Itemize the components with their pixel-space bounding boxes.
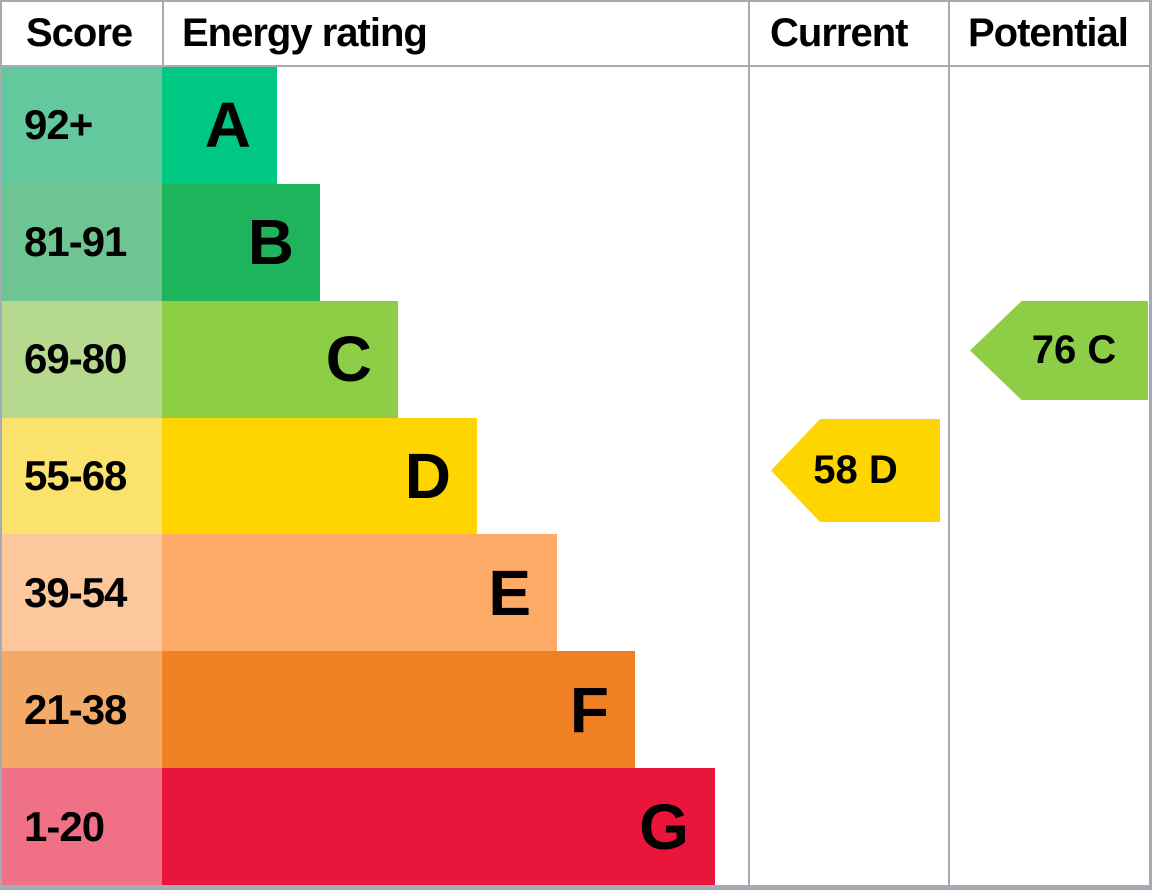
band-bar-d: D: [162, 417, 477, 535]
band-bar-a: A: [162, 67, 277, 184]
column-header-current: Current: [770, 11, 908, 55]
band-row-b: 81-91 B: [2, 183, 1149, 301]
band-score-range-a: 92+: [2, 67, 162, 184]
column-divider-current: [748, 2, 750, 885]
band-letter-e: E: [488, 556, 531, 629]
band-bar-g: G: [162, 768, 715, 885]
band-score-range-f: 21-38: [2, 651, 162, 769]
band-score-range-b: 81-91: [2, 183, 162, 301]
band-score-range-e: 39-54: [2, 534, 162, 652]
rating-bands: 92+ A 81-91 B 69-80 C 55-68 D 39-54 E 21-38 F 1-20 G: [2, 67, 1149, 885]
band-row-f: 21-38 F: [2, 651, 1149, 769]
band-letter-d: D: [404, 440, 451, 512]
table-header-row: Score Energy rating Current Potential: [2, 2, 1149, 67]
band-bar-f: F: [162, 651, 635, 769]
current-rating-label: 58 D: [813, 448, 898, 492]
potential-rating-label: 76 C: [1031, 328, 1117, 372]
band-row-e: 39-54 E: [2, 534, 1149, 652]
band-score-range-d: 55-68: [2, 417, 162, 535]
band-score-range-g: 1-20: [2, 768, 162, 885]
column-header-energy-rating: Energy rating: [182, 11, 428, 55]
band-row-a: 92+ A: [2, 67, 1149, 184]
band-letter-c: C: [325, 323, 372, 396]
band-letter-a: A: [204, 89, 251, 162]
band-score-range-c: 69-80: [2, 300, 162, 418]
column-header-score: Score: [2, 2, 164, 65]
band-bar-c: C: [162, 300, 398, 418]
band-bar-b: B: [162, 183, 320, 301]
column-header-potential: Potential: [968, 11, 1129, 55]
band-row-g: 1-20 G: [2, 768, 1149, 885]
band-bar-e: E: [162, 534, 557, 652]
band-letter-b: B: [247, 206, 294, 279]
band-letter-g: G: [639, 790, 689, 863]
band-letter-f: F: [569, 673, 609, 746]
band-row-d: 55-68 D: [2, 417, 1149, 535]
column-divider-potential: [948, 2, 950, 885]
band-row-c: 69-80 C: [2, 300, 1149, 418]
